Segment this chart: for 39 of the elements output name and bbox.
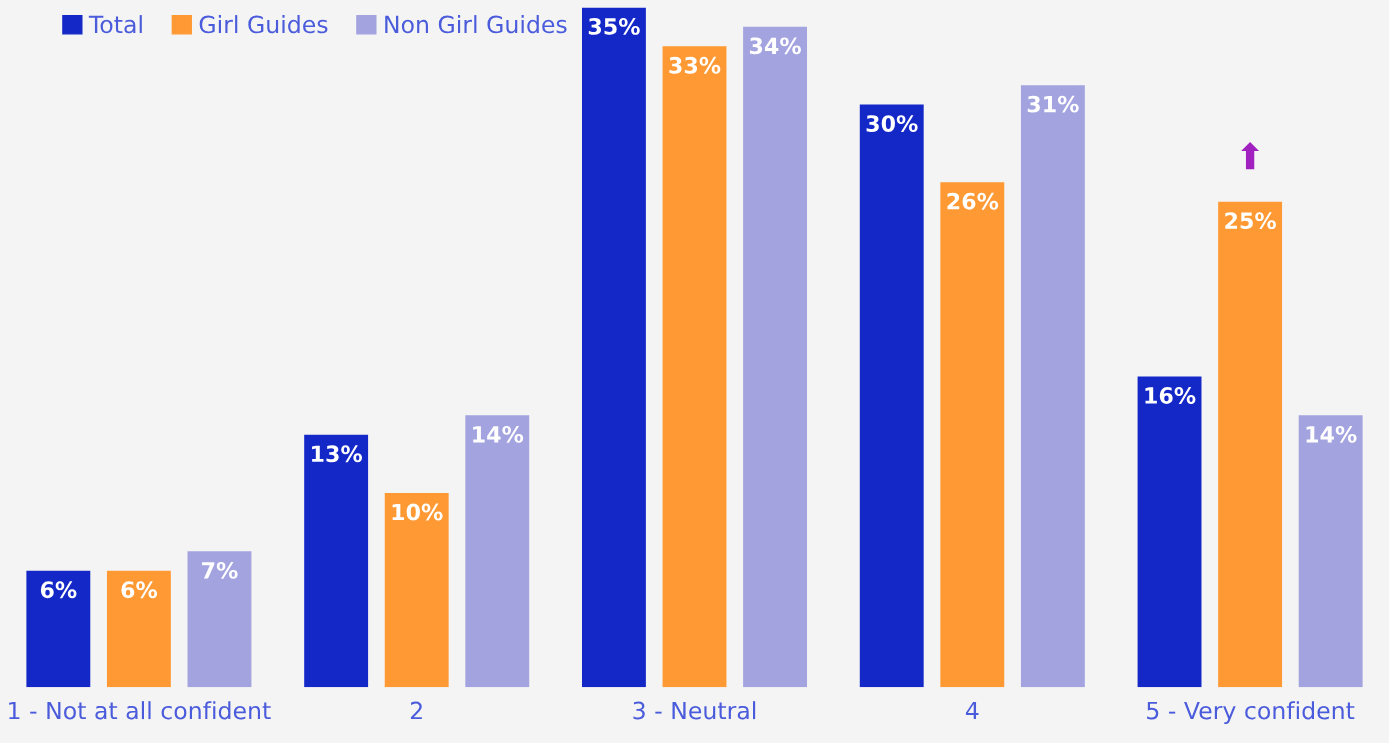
data-label: 30% — [866, 115, 918, 132]
data-label: 13% — [312, 445, 363, 463]
bar — [859, 104, 924, 688]
data-label: 26% — [947, 192, 999, 210]
annotation: ⬆ — [1241, 141, 1260, 170]
data-label: 6% — [40, 581, 77, 599]
bar — [106, 570, 171, 688]
x-tick-label: 3 - Neutral — [633, 701, 756, 720]
data-label: 10% — [392, 503, 443, 521]
bar — [1020, 85, 1085, 688]
bar — [26, 570, 91, 688]
bar — [662, 46, 727, 688]
x-tick-label: 4 — [965, 701, 979, 720]
bar — [743, 26, 808, 688]
legend-label: Girl Guides — [199, 15, 328, 34]
data-label: 33% — [669, 56, 721, 74]
bar — [304, 434, 369, 688]
bar — [187, 551, 252, 688]
bar — [1137, 376, 1202, 688]
data-label: 7% — [202, 561, 238, 579]
x-tick-label: 1 - Not at all confident — [9, 701, 271, 720]
data-label: 25% — [1225, 212, 1276, 230]
bar — [1298, 415, 1363, 688]
bar — [940, 182, 1005, 688]
bar — [1218, 201, 1283, 688]
x-tick-label: 2 — [410, 701, 422, 720]
data-label: 16% — [1145, 387, 1196, 404]
bar — [465, 415, 530, 688]
data-label: 34% — [749, 37, 801, 55]
legend-label: Total — [88, 15, 142, 34]
data-label: 35% — [588, 18, 640, 35]
data-label: 14% — [473, 425, 524, 443]
legend-label: Non Girl Guides — [385, 15, 567, 34]
data-label: 31% — [1027, 95, 1079, 113]
x-tick-label: 5 - Very confident — [1147, 701, 1355, 725]
data-label: 6% — [121, 581, 158, 599]
bar — [581, 7, 646, 688]
bar — [384, 493, 449, 688]
data-label: 14% — [1306, 425, 1357, 443]
